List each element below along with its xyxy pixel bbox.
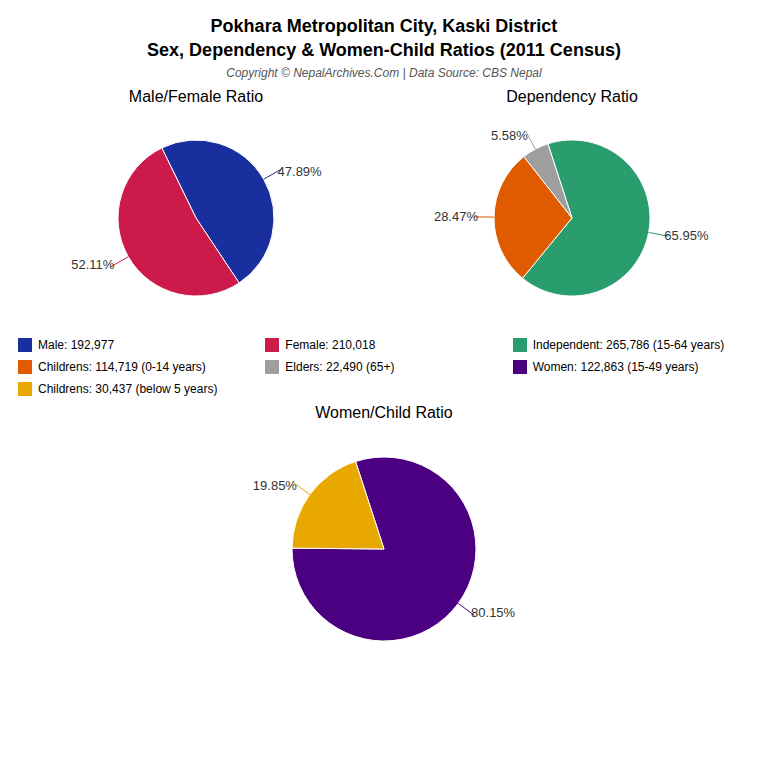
svg-text:47.89%: 47.89% — [278, 164, 323, 179]
html-text:Pokhara Metropolitan City, Kas: Pokhara Metropolitan City, Kaski Distric… — [210, 16, 558, 36]
svg-text:52.11%: 52.11% — [71, 257, 115, 272]
svg-text:80.15%: 80.15% — [471, 605, 516, 620]
html-text:Elders: 22,490 (65+): Elders: 22,490 (65+) — [285, 360, 395, 374]
html-text:Independent: 265,786 (15-64 ye: Independent: 265,786 (15-64 years) — [532, 338, 725, 352]
html-text:Sex, Dependency & Women-Child: Sex, Dependency & Women-Child Ratios (20… — [147, 40, 621, 60]
html-text:Male/Female Ratio: Male/Female Ratio — [128, 88, 264, 105]
svg-text:65.95%: 65.95% — [664, 228, 709, 243]
html-text:Women/Child Ratio: Women/Child Ratio — [315, 404, 453, 421]
html-text:Childrens: 114,719 (0-14 years: Childrens: 114,719 (0-14 years) — [38, 360, 206, 374]
html-text:Male: 192,977: Male: 192,977 — [38, 338, 115, 352]
svg-text:5.58%: 5.58% — [491, 128, 528, 143]
html-text:Female: 210,018: Female: 210,018 — [285, 338, 376, 352]
svg-text:28.47%: 28.47% — [434, 209, 479, 224]
html-text:Dependency Ratio: Dependency Ratio — [506, 88, 638, 105]
html-text:Childrens: 30,437 (below 5 yea: Childrens: 30,437 (below 5 years) — [38, 382, 218, 396]
html-text:Copyright © NepalArchives.Com: Copyright © NepalArchives.Com | Data Sou… — [226, 66, 542, 80]
svg-text:19.85%: 19.85% — [253, 478, 298, 493]
html-text:Women: 122,863 (15-49 years): Women: 122,863 (15-49 years) — [532, 360, 699, 374]
